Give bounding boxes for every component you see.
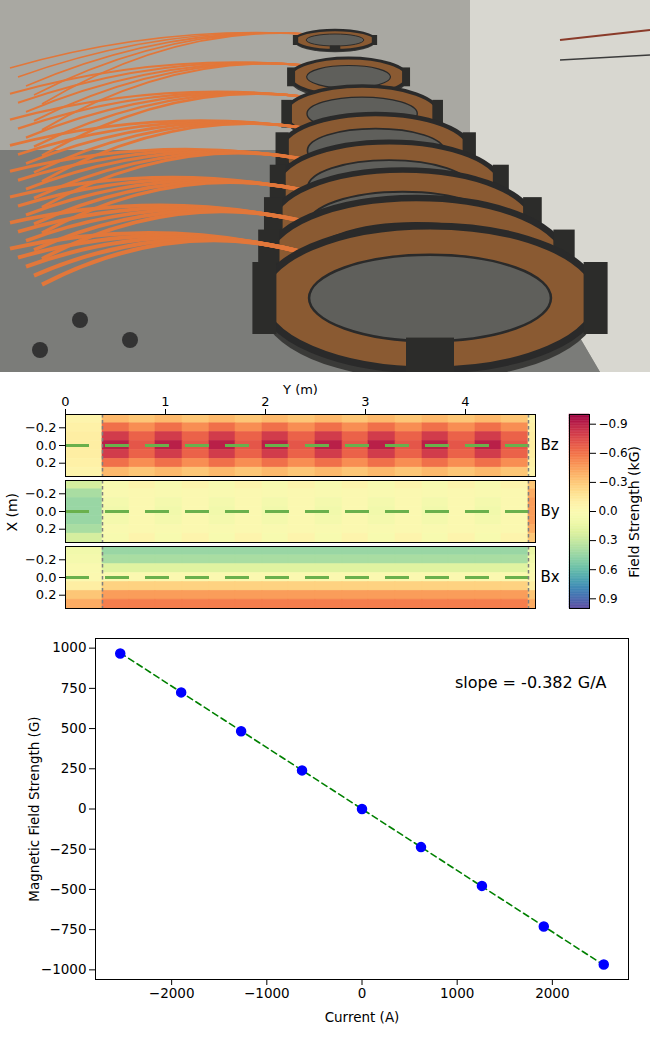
svg-text:3: 3 bbox=[361, 394, 369, 409]
svg-text:2000: 2000 bbox=[535, 985, 569, 1001]
svg-text:0.9: 0.9 bbox=[599, 592, 618, 606]
svg-text:0.2: 0.2 bbox=[36, 455, 57, 470]
html-text:X (m): X (m) bbox=[4, 492, 20, 532]
svg-text:250: 250 bbox=[61, 760, 87, 776]
svg-text:−0.3: −0.3 bbox=[599, 475, 628, 489]
svg-text:1000: 1000 bbox=[52, 639, 86, 655]
svg-text:−0.2: −0.2 bbox=[25, 552, 57, 567]
svg-text:1: 1 bbox=[161, 394, 169, 409]
svg-text:−250: −250 bbox=[49, 841, 86, 857]
svg-text:−0.2: −0.2 bbox=[25, 486, 57, 501]
svg-text:0: 0 bbox=[61, 394, 69, 409]
svg-text:−0.2: −0.2 bbox=[25, 420, 57, 435]
svg-text:Bx: Bx bbox=[541, 568, 560, 586]
svg-text:0.2: 0.2 bbox=[36, 521, 57, 536]
svg-text:−750: −750 bbox=[49, 921, 86, 937]
svg-text:0.0: 0.0 bbox=[36, 570, 57, 585]
svg-text:Current (A): Current (A) bbox=[325, 1009, 400, 1025]
svg-text:4: 4 bbox=[461, 394, 469, 409]
svg-text:0.0: 0.0 bbox=[36, 438, 57, 453]
svg-text:Y (m): Y (m) bbox=[282, 382, 318, 397]
svg-text:0.0: 0.0 bbox=[599, 504, 618, 518]
svg-text:By: By bbox=[541, 502, 560, 520]
svg-text:−1000: −1000 bbox=[41, 961, 87, 977]
html-text:Field Strength (kG): Field Strength (kG) bbox=[626, 446, 642, 578]
svg-text:−0.9: −0.9 bbox=[599, 417, 628, 431]
svg-text:0.3: 0.3 bbox=[599, 533, 618, 547]
svg-text:Bz: Bz bbox=[541, 436, 559, 454]
svg-text:0.0: 0.0 bbox=[36, 504, 57, 519]
svg-text:2: 2 bbox=[261, 394, 269, 409]
svg-text:0.6: 0.6 bbox=[599, 563, 618, 577]
svg-text:0.2: 0.2 bbox=[36, 587, 57, 602]
svg-text:750: 750 bbox=[61, 680, 87, 696]
svg-text:0: 0 bbox=[78, 800, 87, 816]
svg-text:−500: −500 bbox=[49, 881, 86, 897]
svg-text:−0.6: −0.6 bbox=[599, 446, 628, 460]
svg-text:0: 0 bbox=[358, 985, 367, 1001]
svg-text:−2000: −2000 bbox=[149, 985, 195, 1001]
svg-text:Magnetic Field Strength (G): Magnetic Field Strength (G) bbox=[26, 716, 42, 901]
svg-text:500: 500 bbox=[61, 720, 87, 736]
svg-text:1000: 1000 bbox=[440, 985, 474, 1001]
svg-text:−1000: −1000 bbox=[244, 985, 290, 1001]
svg-text:slope = -0.382 G/A: slope = -0.382 G/A bbox=[455, 673, 607, 692]
